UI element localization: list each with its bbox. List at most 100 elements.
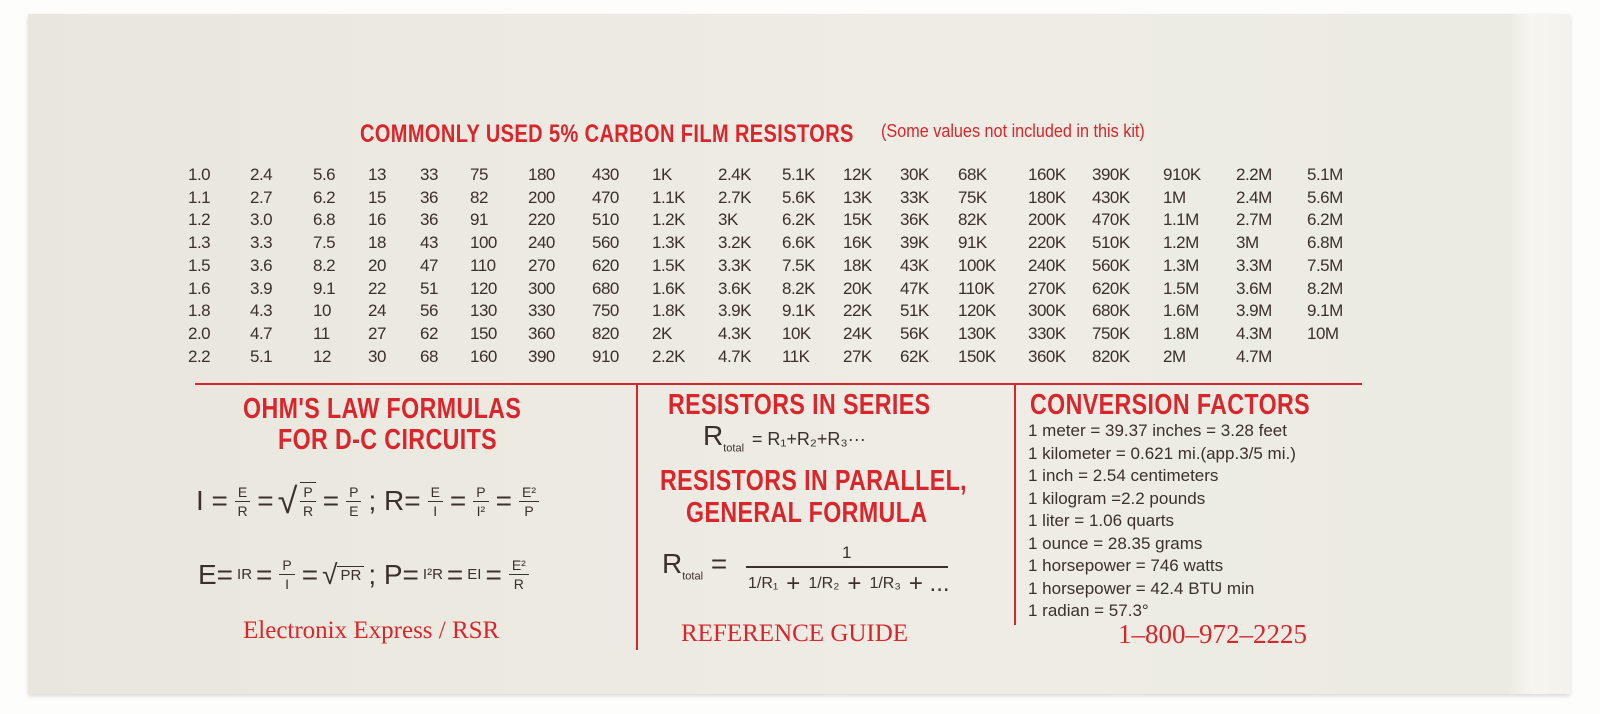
resistor-value: 2.7K [718, 187, 751, 207]
resistor-value: 4.3M [1236, 323, 1272, 343]
resistor-value: 2.4 [250, 165, 273, 184]
resistor-value: 390K [1092, 165, 1130, 184]
subtitle: (Some values not included in this kit) [881, 121, 1145, 141]
fraction: E² R [508, 556, 529, 593]
formula-text: = [301, 558, 319, 590]
numerator: E [427, 483, 443, 502]
denominator: I² [476, 502, 486, 519]
resistor-value: 1.6K [652, 278, 685, 298]
resistor-value: 510K [1092, 233, 1130, 253]
resistor-value: 1.5K [652, 255, 685, 275]
resistor-value: 620 [592, 255, 619, 275]
square-root: √PR [322, 558, 365, 591]
resistor-value: 12K [843, 165, 872, 184]
series-rhs: = R₁+R₂+R₃··· [751, 429, 866, 449]
resistor-value: 3.0 [250, 210, 273, 230]
radical-sign-icon: √ [277, 480, 298, 521]
resistor-value: 39K [900, 233, 929, 253]
resistor-value: 1.3M [1163, 255, 1199, 275]
resistor-value: 1.1M [1163, 210, 1199, 230]
resistor-value: 36 [420, 210, 438, 230]
resistor-value: 2.2 [188, 346, 211, 366]
resistor-value: 1.6 [188, 278, 211, 298]
resistor-value: 24K [843, 323, 872, 343]
resistor-value: 2.2M [1236, 165, 1272, 184]
resistor-value: 27K [843, 346, 872, 366]
resistor-value: 330K [1028, 323, 1066, 343]
resistor-value: 820K [1092, 346, 1130, 366]
numerator: P [300, 483, 316, 502]
equals: = [710, 548, 728, 579]
resistor-value: 56 [420, 301, 438, 321]
ohms-formula-1: I = E R = √ P R = P E ; R= E I = P I² = E² P [196, 480, 542, 522]
resistor-value: 7.5K [782, 255, 815, 275]
resistor-value: 56K [900, 323, 929, 343]
denominator: I [433, 502, 438, 519]
formula-text: = [485, 558, 502, 590]
resistor-value: 120K [958, 301, 996, 321]
resistor-value: 11 [313, 323, 330, 343]
formula-text: = [256, 558, 273, 590]
radical-sign-icon: √ [322, 558, 338, 590]
resistor-value: 1.8K [652, 301, 685, 321]
resistor-value: 5.6K [782, 187, 815, 207]
resistor-value: 22K [843, 301, 872, 321]
resistor-value: 43K [900, 255, 929, 275]
parallel-numerator: 1 [842, 543, 852, 562]
resistor-value: 5.1K [782, 165, 815, 184]
resistor-value: 1.8M [1163, 323, 1199, 343]
formula-term: EI [467, 566, 482, 583]
numerator: P [346, 483, 362, 502]
resistor-value: 560 [592, 233, 619, 253]
resistor-value: 1.1 [188, 187, 211, 207]
resistor-value: 1.0 [188, 165, 211, 184]
resistor-value: 9.1 [313, 278, 336, 298]
resistor-value: 750K [1092, 323, 1130, 343]
resistor-value: 75 [470, 165, 488, 184]
resistor-value: 11K [782, 346, 810, 366]
resistor-value: 91K [958, 233, 987, 253]
resistor-value: 4.7M [1236, 346, 1272, 366]
resistor-value: 82 [470, 187, 488, 207]
resistor-value: 300 [528, 278, 555, 298]
resistor-value: 33K [900, 187, 929, 207]
plus-sign: + [786, 570, 801, 597]
formula-text: I = [196, 485, 228, 516]
resistor-value: 10K [782, 323, 811, 343]
resistor-value: 7.5 [313, 233, 336, 253]
denominator: I [285, 576, 289, 592]
conversion-item: 1 liter = 1.06 quarts [1028, 511, 1175, 530]
phone-number: 1–800–972–2225 [1118, 619, 1307, 649]
resistor-value: 100 [470, 233, 497, 253]
plus-sign: + [847, 570, 862, 597]
resistor-value: 8.2K [782, 278, 815, 298]
reference-guide-text: REFERENCE GUIDE [681, 620, 909, 647]
radicand: PR [337, 565, 365, 584]
resistor-value: 68 [420, 346, 438, 366]
resistor-value: 91 [470, 210, 488, 230]
resistor-value: 470 [592, 187, 619, 207]
resistor-value: 110 [470, 255, 496, 275]
resistor-value: 4.7K [718, 346, 751, 366]
resistor-value: 12 [313, 346, 331, 366]
resistor-value: 6.8M [1307, 233, 1343, 253]
resistor-value: 240 [528, 233, 555, 253]
resistor-value: 30 [368, 346, 386, 366]
resistor-value: 680 [592, 278, 619, 298]
reciprocal-term: 1/R₁ [748, 575, 779, 592]
brand-text: Electronix Express / RSR [243, 617, 500, 644]
resistor-value: 2M [1163, 346, 1186, 366]
reciprocal-term: 1/R₂ [808, 575, 840, 592]
resistor-value: 3.9 [250, 278, 273, 298]
resistor-value: 560K [1092, 255, 1130, 275]
resistor-value: 1.6M [1163, 301, 1199, 321]
conversion-heading: CONVERSION FACTORS [1030, 389, 1311, 421]
resistor-value: 15K [843, 210, 872, 230]
resistor-value: 1.2M [1163, 233, 1199, 253]
resistor-value: 4.7 [250, 323, 273, 343]
resistor-value: 30K [900, 165, 929, 184]
conversion-item: 1 kilogram =2.2 pounds [1028, 488, 1206, 508]
